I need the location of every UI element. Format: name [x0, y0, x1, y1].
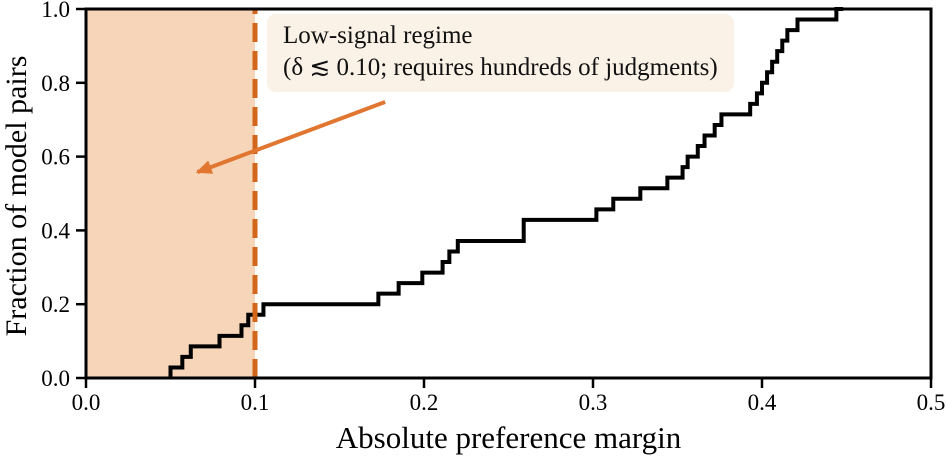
annotation-arrow [195, 100, 386, 174]
x-tick-label: 0.5 [917, 390, 946, 415]
low-signal-shaded-region [86, 9, 255, 378]
axes-spines-and-ticks: 0.0 0.1 0.2 0.3 0.4 0.5 0.0 0.2 0.4 0.6 0.8 1.0 [41, 0, 945, 415]
annotation-line-1: Low-signal regime [283, 22, 473, 49]
x-tick-label: 0.2 [410, 390, 439, 415]
y-tick-label: 0.0 [41, 366, 70, 391]
y-tick-label: 1.0 [41, 0, 70, 22]
y-tick-label: 0.8 [41, 71, 70, 96]
x-axis-label: Absolute preference margin [335, 420, 682, 455]
plot-spines [84, 7, 933, 380]
x-tick-label: 0.0 [72, 390, 101, 415]
annotation-line-2: (δ ≲ 0.10; requires hundreds of judgment… [283, 54, 718, 81]
arrow-line [195, 100, 386, 174]
x-tick-label: 0.4 [748, 390, 777, 415]
y-tick-label: 0.2 [41, 292, 70, 317]
low-signal-annotation-box: Low-signal regime (δ ≲ 0.10; requires hu… [267, 14, 734, 92]
y-tick-label: 0.6 [41, 145, 70, 170]
y-tick-label: 0.4 [41, 218, 70, 243]
x-tick-label: 0.1 [241, 390, 270, 415]
x-tick-label: 0.3 [579, 390, 608, 415]
shaded-band [86, 9, 255, 378]
y-axis-label: Fraction of model pairs [0, 55, 33, 337]
